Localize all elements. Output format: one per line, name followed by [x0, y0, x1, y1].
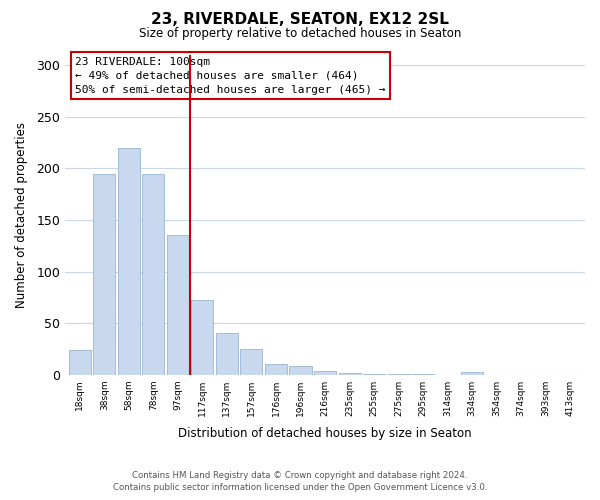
Text: 23, RIVERDALE, SEATON, EX12 2SL: 23, RIVERDALE, SEATON, EX12 2SL — [151, 12, 449, 28]
Bar — [338, 372, 361, 374]
Bar — [241, 349, 262, 374]
Bar — [142, 174, 164, 374]
Text: Size of property relative to detached houses in Seaton: Size of property relative to detached ho… — [139, 28, 461, 40]
Bar — [167, 236, 189, 374]
Bar — [69, 350, 91, 374]
Bar — [289, 366, 311, 374]
X-axis label: Distribution of detached houses by size in Seaton: Distribution of detached houses by size … — [178, 427, 472, 440]
Bar — [118, 148, 140, 374]
Bar — [265, 364, 287, 374]
Text: Contains HM Land Registry data © Crown copyright and database right 2024.
Contai: Contains HM Land Registry data © Crown c… — [113, 471, 487, 492]
Bar — [461, 372, 483, 374]
Bar — [216, 334, 238, 374]
Bar — [314, 370, 336, 374]
Text: 23 RIVERDALE: 100sqm
← 49% of detached houses are smaller (464)
50% of semi-deta: 23 RIVERDALE: 100sqm ← 49% of detached h… — [76, 56, 386, 94]
Y-axis label: Number of detached properties: Number of detached properties — [15, 122, 28, 308]
Bar — [191, 300, 214, 374]
Bar — [93, 174, 115, 374]
